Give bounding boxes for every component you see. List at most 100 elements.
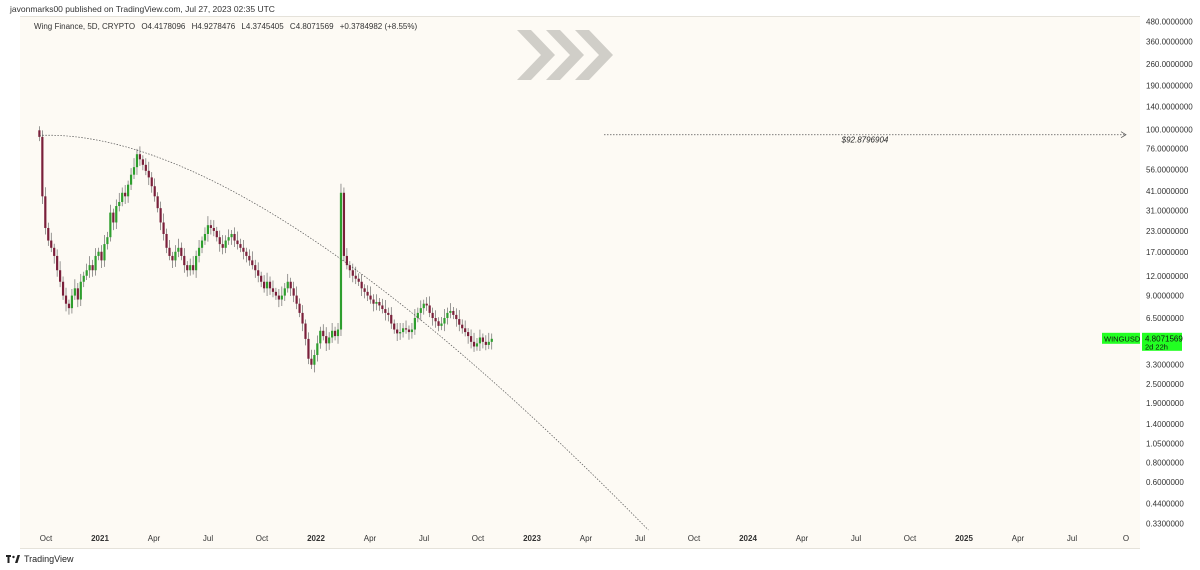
candle-body: [251, 260, 254, 266]
candle-body: [425, 303, 428, 306]
candle-body: [316, 343, 319, 356]
candle: [369, 286, 372, 304]
candle: [446, 307, 449, 325]
candle-body: [354, 275, 357, 279]
candle: [88, 256, 91, 278]
candle: [79, 273, 82, 307]
candle: [351, 263, 354, 283]
candle: [195, 250, 198, 278]
candle-body: [464, 328, 467, 333]
time-axis[interactable]: Oct 2021 Apr Jul Oct 2022 Apr Jul Oct 2023 Apr Jul O…: [40, 534, 1129, 543]
candle-body: [53, 247, 56, 256]
candle: [381, 298, 384, 314]
candle: [274, 287, 278, 300]
x-tick-label-5: 2022: [307, 534, 325, 543]
candle: [336, 322, 340, 344]
candle: [469, 329, 473, 349]
candle-body: [487, 341, 490, 345]
candle-body: [467, 332, 470, 337]
x-tick-label-19: Jul: [1067, 534, 1077, 543]
candle: [251, 251, 254, 270]
y-tick-label-3: 190.0000000: [1146, 81, 1193, 90]
candle: [44, 187, 47, 235]
chart-background: [20, 16, 1140, 549]
candle-body: [73, 288, 76, 296]
candle: [47, 222, 50, 246]
candle-body: [410, 329, 414, 333]
y-tick-label-16: 3.3000000: [1146, 361, 1184, 370]
candle-body: [381, 305, 384, 310]
candle: [425, 297, 428, 311]
candle: [147, 161, 150, 186]
candle-body: [452, 310, 455, 315]
candle: [372, 294, 375, 312]
candle: [58, 261, 62, 288]
candle-body: [82, 275, 85, 282]
candle-body: [212, 227, 215, 231]
price-axis[interactable]: 480.0000000 360.0000000 260.0000000 190.000…: [1146, 18, 1193, 529]
candle-body: [372, 299, 375, 304]
x-tick-label-3: Jul: [203, 534, 213, 543]
candle: [218, 230, 221, 252]
candle-body: [91, 265, 94, 271]
candle: [283, 283, 286, 301]
candle-body: [443, 318, 446, 324]
x-tick-label-6: Apr: [364, 534, 377, 543]
candle: [319, 326, 322, 349]
candle: [67, 299, 71, 315]
y-tick-label-5: 100.0000000: [1146, 126, 1193, 135]
candle: [38, 126, 41, 142]
candle: [144, 158, 147, 176]
candle: [360, 273, 363, 296]
candle-body: [437, 321, 440, 326]
candle-body: [342, 192, 346, 256]
candle: [159, 201, 162, 231]
candle: [174, 245, 177, 267]
candle: [156, 192, 159, 213]
x-tick-label-17: 2025: [955, 534, 973, 543]
candle: [413, 308, 416, 335]
candle: [286, 273, 289, 293]
target-label: $92.8796904: [841, 136, 889, 145]
y-tick-label-9: 31.0000000: [1146, 206, 1189, 215]
candle-body: [263, 281, 266, 289]
candle-body: [322, 330, 325, 337]
candle: [227, 229, 230, 245]
candle-body: [195, 255, 198, 271]
candle-body: [186, 265, 189, 271]
candle-body: [461, 324, 464, 329]
candle-body: [277, 295, 280, 300]
candle: [70, 289, 74, 314]
candle-body: [319, 330, 322, 344]
candle-body: [245, 251, 248, 256]
candle: [472, 332, 476, 352]
candle-body: [56, 255, 59, 271]
candle: [233, 227, 236, 248]
candle: [64, 287, 68, 312]
candle-body: [109, 212, 112, 238]
candle: [248, 249, 251, 266]
candle-body: [227, 237, 230, 241]
candle: [354, 266, 357, 285]
candle: [322, 324, 325, 341]
x-tick-label-12: Oct: [688, 534, 701, 543]
x-tick-label-18: Apr: [1012, 534, 1025, 543]
candle: [440, 316, 443, 331]
candle-body: [393, 323, 396, 330]
price-badge-bg: [1142, 332, 1182, 351]
candle-body: [475, 343, 479, 347]
y-tick-label-22: 0.6000000: [1146, 478, 1184, 487]
candle-body: [331, 330, 334, 338]
y-tick-label-12: 12.0000000: [1146, 272, 1189, 281]
candle-body: [286, 281, 289, 289]
footer-brand[interactable]: TradingView: [6, 554, 74, 564]
candle-body: [363, 288, 366, 292]
candle-body: [50, 240, 53, 248]
y-tick-label-17: 2.5000000: [1146, 380, 1184, 389]
candle-body: [38, 130, 41, 137]
candle-body: [369, 295, 372, 300]
candle: [135, 148, 139, 175]
candle-body: [200, 240, 204, 248]
candle-body: [147, 170, 150, 178]
